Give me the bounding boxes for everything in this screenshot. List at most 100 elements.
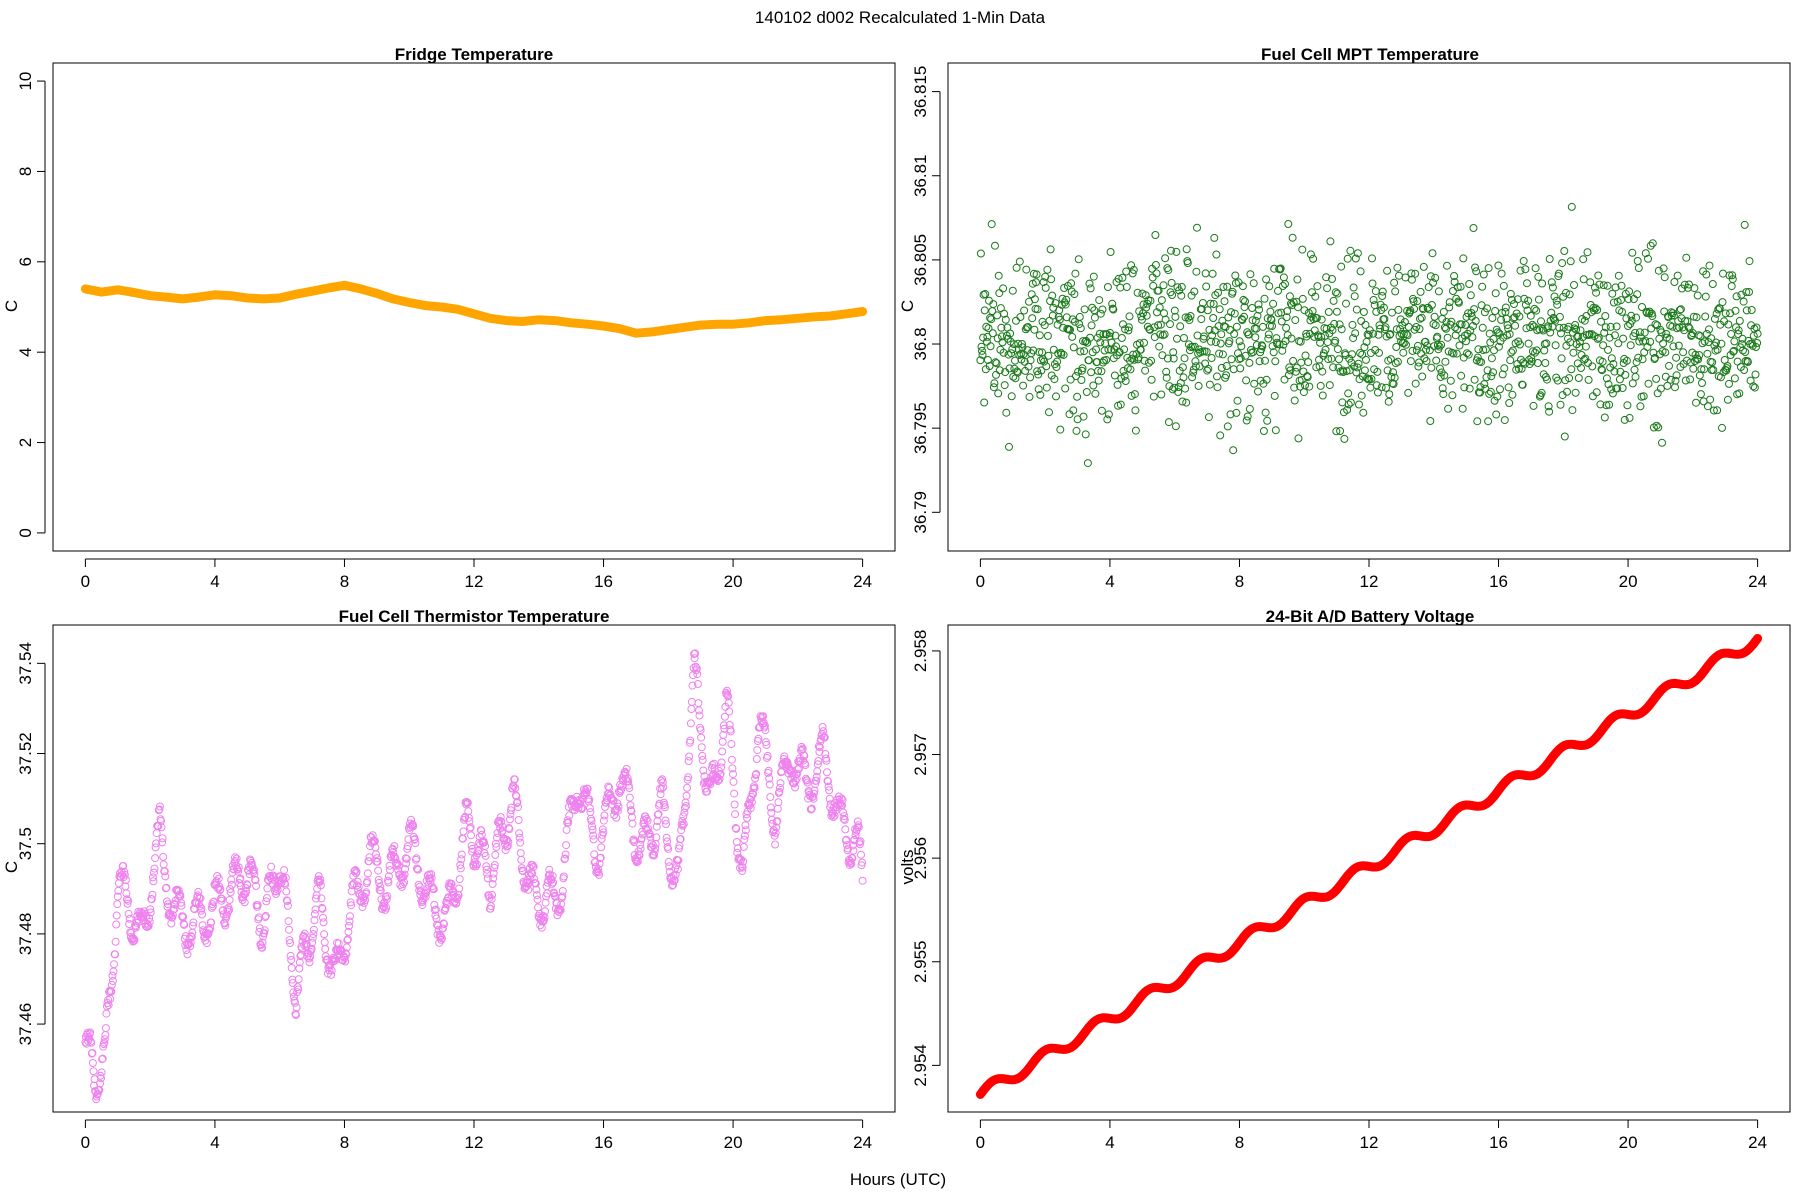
mpt-data-point <box>1735 316 1744 325</box>
mpt-data-point <box>1035 331 1044 340</box>
thermistor-data-point <box>346 912 354 921</box>
thermistor-data-point <box>234 867 243 876</box>
battery-x-tick-label: 20 <box>1619 1133 1638 1152</box>
mpt-data-point <box>1462 312 1471 321</box>
thermistor-data-point <box>541 907 549 916</box>
thermistor-data-point <box>558 892 567 901</box>
mpt-data-point <box>1081 430 1090 439</box>
thermistor-data-point <box>195 902 204 911</box>
mpt-data-point <box>1047 275 1056 284</box>
mpt-data-point <box>1096 309 1105 318</box>
mpt-data-point <box>1386 355 1395 364</box>
thermistor-data-point <box>466 823 475 832</box>
thermistor-data-point <box>583 784 592 793</box>
mpt-data-point <box>1586 278 1595 287</box>
mpt-x-tick-label: 0 <box>976 572 985 591</box>
thermistor-data-point <box>644 825 653 833</box>
mpt-data-point <box>1614 339 1623 348</box>
mpt-data-point <box>1579 275 1588 284</box>
thermistor-data-point <box>113 892 122 901</box>
mpt-data-point <box>1155 303 1164 312</box>
mpt-data-point <box>1217 330 1226 339</box>
thermistor-data-point <box>812 772 821 781</box>
mpt-data-point <box>1539 326 1548 335</box>
mpt-data-point <box>1301 381 1309 390</box>
mpt-data-point <box>1706 395 1715 404</box>
thermistor-data-point <box>119 862 128 870</box>
thermistor-data-point <box>482 865 491 874</box>
mpt-data-point <box>1625 287 1634 296</box>
mpt-data-point <box>1508 346 1517 355</box>
mpt-data-point <box>1030 325 1039 334</box>
thermistor-data-point <box>588 825 597 834</box>
thermistor-data-point <box>722 690 731 699</box>
thermistor-data-point <box>464 813 473 822</box>
thermistor-data-point <box>280 866 289 875</box>
mpt-data-point <box>1422 345 1430 354</box>
thermistor-data-point <box>287 956 296 964</box>
mpt-data-point <box>991 358 1000 367</box>
thermistor-data-point <box>782 757 791 766</box>
mpt-data-point <box>1496 385 1504 394</box>
mpt-data-point <box>1389 368 1397 377</box>
mpt-data-point <box>1622 314 1631 323</box>
mpt-data-point <box>1669 311 1678 320</box>
mpt-data-point <box>1409 297 1418 306</box>
thermistor-data-point <box>198 910 207 919</box>
thermistor-data-point <box>148 890 157 899</box>
mpt-data-point <box>1450 272 1459 280</box>
mpt-data-point <box>1431 273 1440 282</box>
mpt-data-point <box>1084 356 1093 365</box>
thermistor-data-point <box>686 719 695 728</box>
mpt-data-point <box>1113 380 1122 389</box>
thermistor-data-point <box>838 796 847 805</box>
mpt-data-point <box>1345 354 1354 363</box>
mpt-data-point <box>1164 266 1173 275</box>
mpt-data-point <box>1751 370 1760 379</box>
thermistor-y-axis-label: C <box>2 861 21 873</box>
thermistor-data-point <box>822 756 831 765</box>
mpt-data-point <box>1166 320 1174 329</box>
mpt-data-point <box>1487 372 1496 381</box>
mpt-data-point <box>1490 396 1499 405</box>
mpt-data-point <box>1418 372 1427 381</box>
mpt-data-point <box>1240 312 1248 321</box>
mpt-data-point <box>1009 372 1018 381</box>
thermistor-data-point <box>101 1031 110 1039</box>
thermistor-data-point <box>414 865 423 874</box>
thermistor-data-point <box>718 747 727 756</box>
mpt-data-point <box>1068 315 1077 324</box>
mpt-data-point <box>1356 267 1365 276</box>
mpt-data-point <box>1021 325 1030 334</box>
mpt-data-point <box>1393 357 1402 366</box>
thermistor-data-point <box>174 894 183 903</box>
mpt-data-point <box>1436 373 1445 381</box>
fridge-x-tick-label: 20 <box>724 572 743 591</box>
mpt-data-point <box>1465 280 1474 288</box>
thermistor-data-point <box>431 905 440 914</box>
mpt-data-point <box>1248 316 1257 325</box>
mpt-data-point <box>1040 357 1049 366</box>
mpt-data-point <box>1321 345 1330 354</box>
mpt-data-point <box>995 289 1004 298</box>
thermistor-data-point <box>811 780 820 789</box>
mpt-data-point <box>1516 266 1525 275</box>
mpt-data-point <box>1699 397 1708 406</box>
thermistor-data-point <box>628 819 637 828</box>
mpt-data-point <box>1090 313 1099 322</box>
thermistor-data-point <box>793 769 802 778</box>
thermistor-data-point <box>503 836 512 845</box>
mpt-data-point <box>1261 356 1269 365</box>
mpt-data-point <box>1303 373 1312 382</box>
thermistor-data-point <box>679 812 688 821</box>
mpt-data-point <box>1059 323 1067 332</box>
mpt-data-point <box>1459 254 1468 263</box>
thermistor-y-tick-label: 37.52 <box>16 732 35 775</box>
thermistor-data-point <box>839 808 848 817</box>
mpt-data-point <box>1652 421 1661 430</box>
thermistor-data-point <box>783 758 792 767</box>
mpt-data-point <box>1104 410 1113 419</box>
thermistor-data-point <box>717 758 726 767</box>
thermistor-data-point <box>372 850 380 859</box>
mpt-data-point <box>1742 288 1751 297</box>
